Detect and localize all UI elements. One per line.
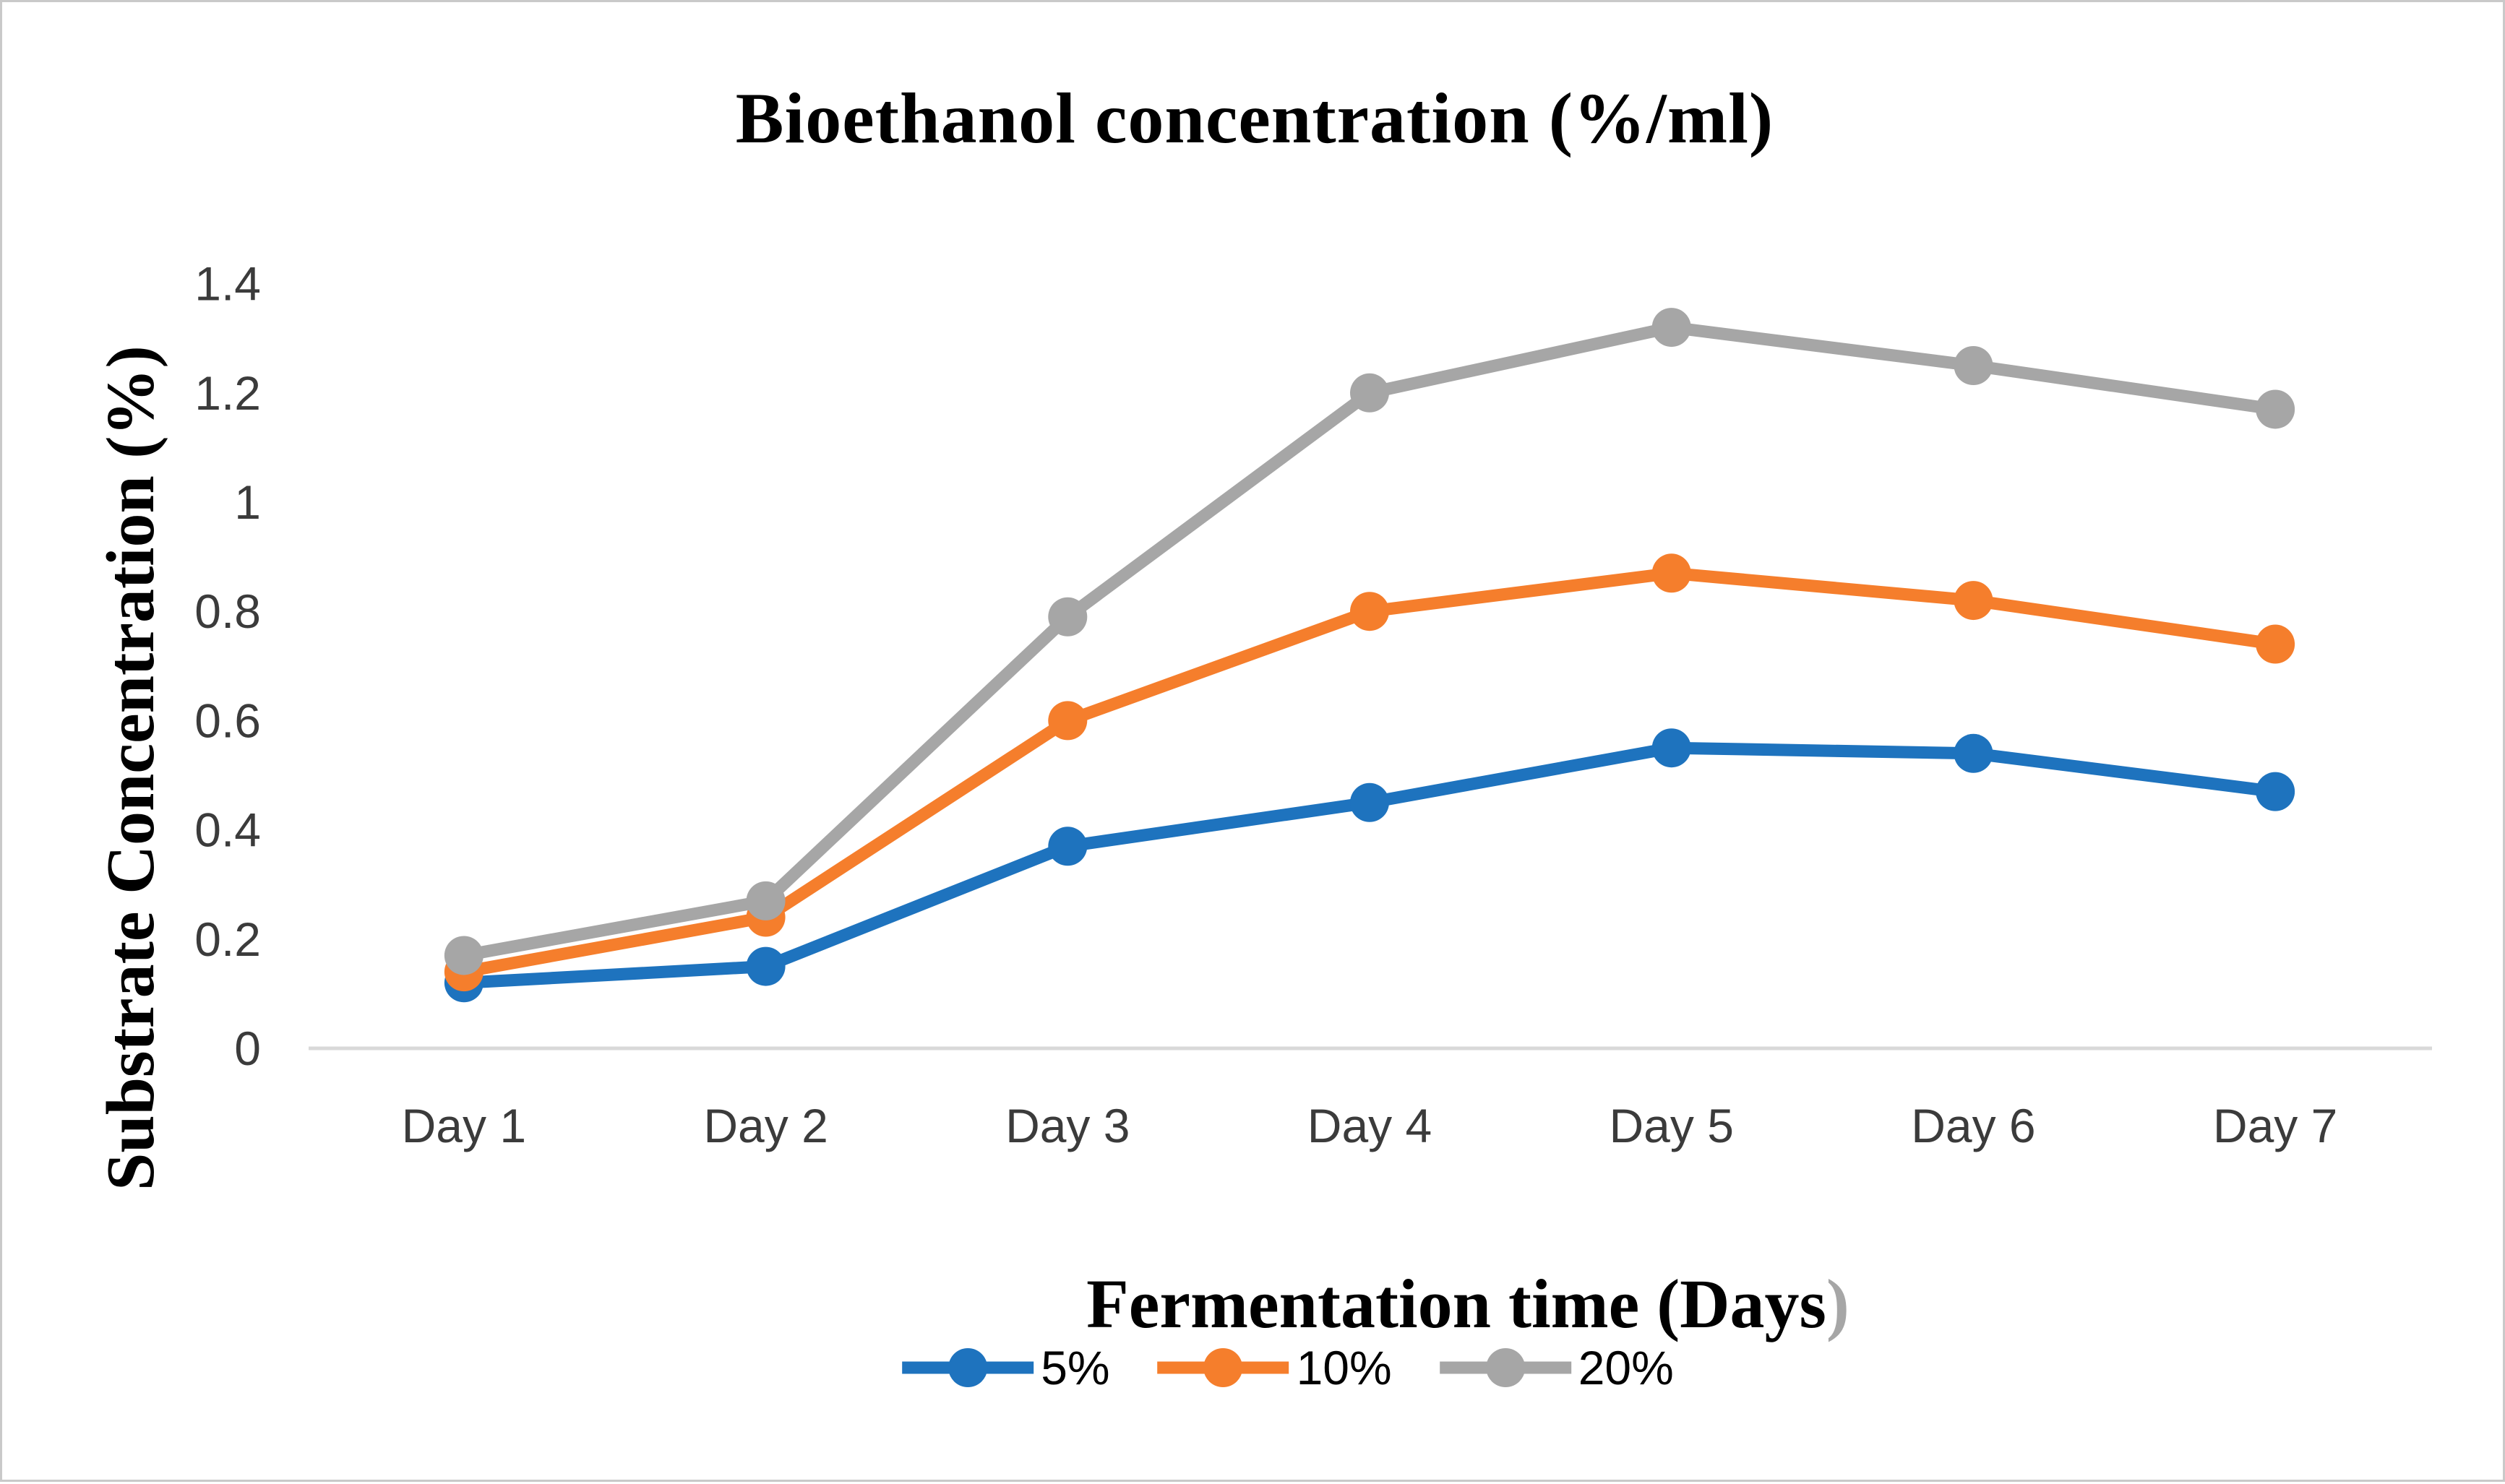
y-tick-label: 1 [234, 475, 261, 529]
data-point-20pct-day1 [444, 936, 484, 975]
legend-marker-icon [1439, 1348, 1571, 1387]
y-tick-label: 1.4 [194, 257, 261, 311]
chart-title: Bioethanol concentration (%/ml) [735, 78, 1774, 158]
data-point-20pct-day5 [1651, 308, 1691, 348]
data-point-5pct-day3 [1048, 827, 1088, 866]
series-line-20pct [457, 321, 2282, 962]
x-tick-label: Day 6 [1911, 1099, 2035, 1152]
x-tick-label: Day 7 [2213, 1099, 2337, 1152]
x-tick-label: Day 5 [1610, 1099, 1734, 1152]
legend-label: 10% [1296, 1341, 1392, 1394]
y-tick-label: 0.2 [194, 913, 261, 966]
data-point-5pct-day4 [1350, 782, 1389, 822]
legend-item-5pct: 5% [901, 1340, 1110, 1395]
data-point-5pct-day5 [1651, 728, 1691, 768]
legend-marker-icon [902, 1348, 1034, 1387]
data-point-20pct-day6 [1954, 346, 1993, 385]
data-point-5pct-day6 [1954, 733, 1993, 773]
y-tick-label: 1.2 [194, 366, 261, 420]
y-tick-label: 0.4 [194, 803, 261, 857]
data-point-5pct-day7 [2256, 772, 2295, 811]
x-tick-label: Day 1 [402, 1099, 526, 1152]
data-point-20pct-day4 [1350, 373, 1389, 413]
x-tick-label: Day 4 [1307, 1099, 1432, 1152]
legend-item-10pct: 10% [1156, 1340, 1392, 1395]
x-axis-title-paren: ) [1826, 1265, 1849, 1342]
data-point-20pct-day3 [1048, 597, 1088, 637]
x-axis-title-text: Fermentation time (Days [1086, 1265, 1826, 1342]
legend-label: 20% [1578, 1341, 1674, 1394]
data-point-10pct-day6 [1954, 581, 1993, 621]
data-point-5pct-day2 [746, 946, 786, 986]
data-point-20pct-day7 [2256, 389, 2295, 429]
data-point-10pct-day4 [1350, 592, 1389, 631]
legend-item-20pct: 20% [1438, 1340, 1674, 1395]
legend-label: 5% [1041, 1341, 1110, 1394]
y-tick-label: 0.6 [194, 694, 261, 747]
y-tick-label: 0.8 [194, 584, 261, 638]
x-tick-label: Day 3 [1005, 1099, 1130, 1152]
data-point-10pct-day3 [1048, 701, 1088, 741]
data-point-20pct-day2 [746, 881, 786, 920]
x-tick-label: Day 2 [703, 1099, 828, 1152]
data-point-10pct-day7 [2256, 624, 2295, 664]
y-tick-label: 0 [234, 1022, 261, 1075]
legend-marker-icon [1157, 1348, 1289, 1387]
data-point-10pct-day5 [1651, 553, 1691, 593]
x-axis-title: Fermentation time (Days) [1086, 1264, 1849, 1344]
legend: 5% 10% 20% [901, 1340, 1674, 1395]
